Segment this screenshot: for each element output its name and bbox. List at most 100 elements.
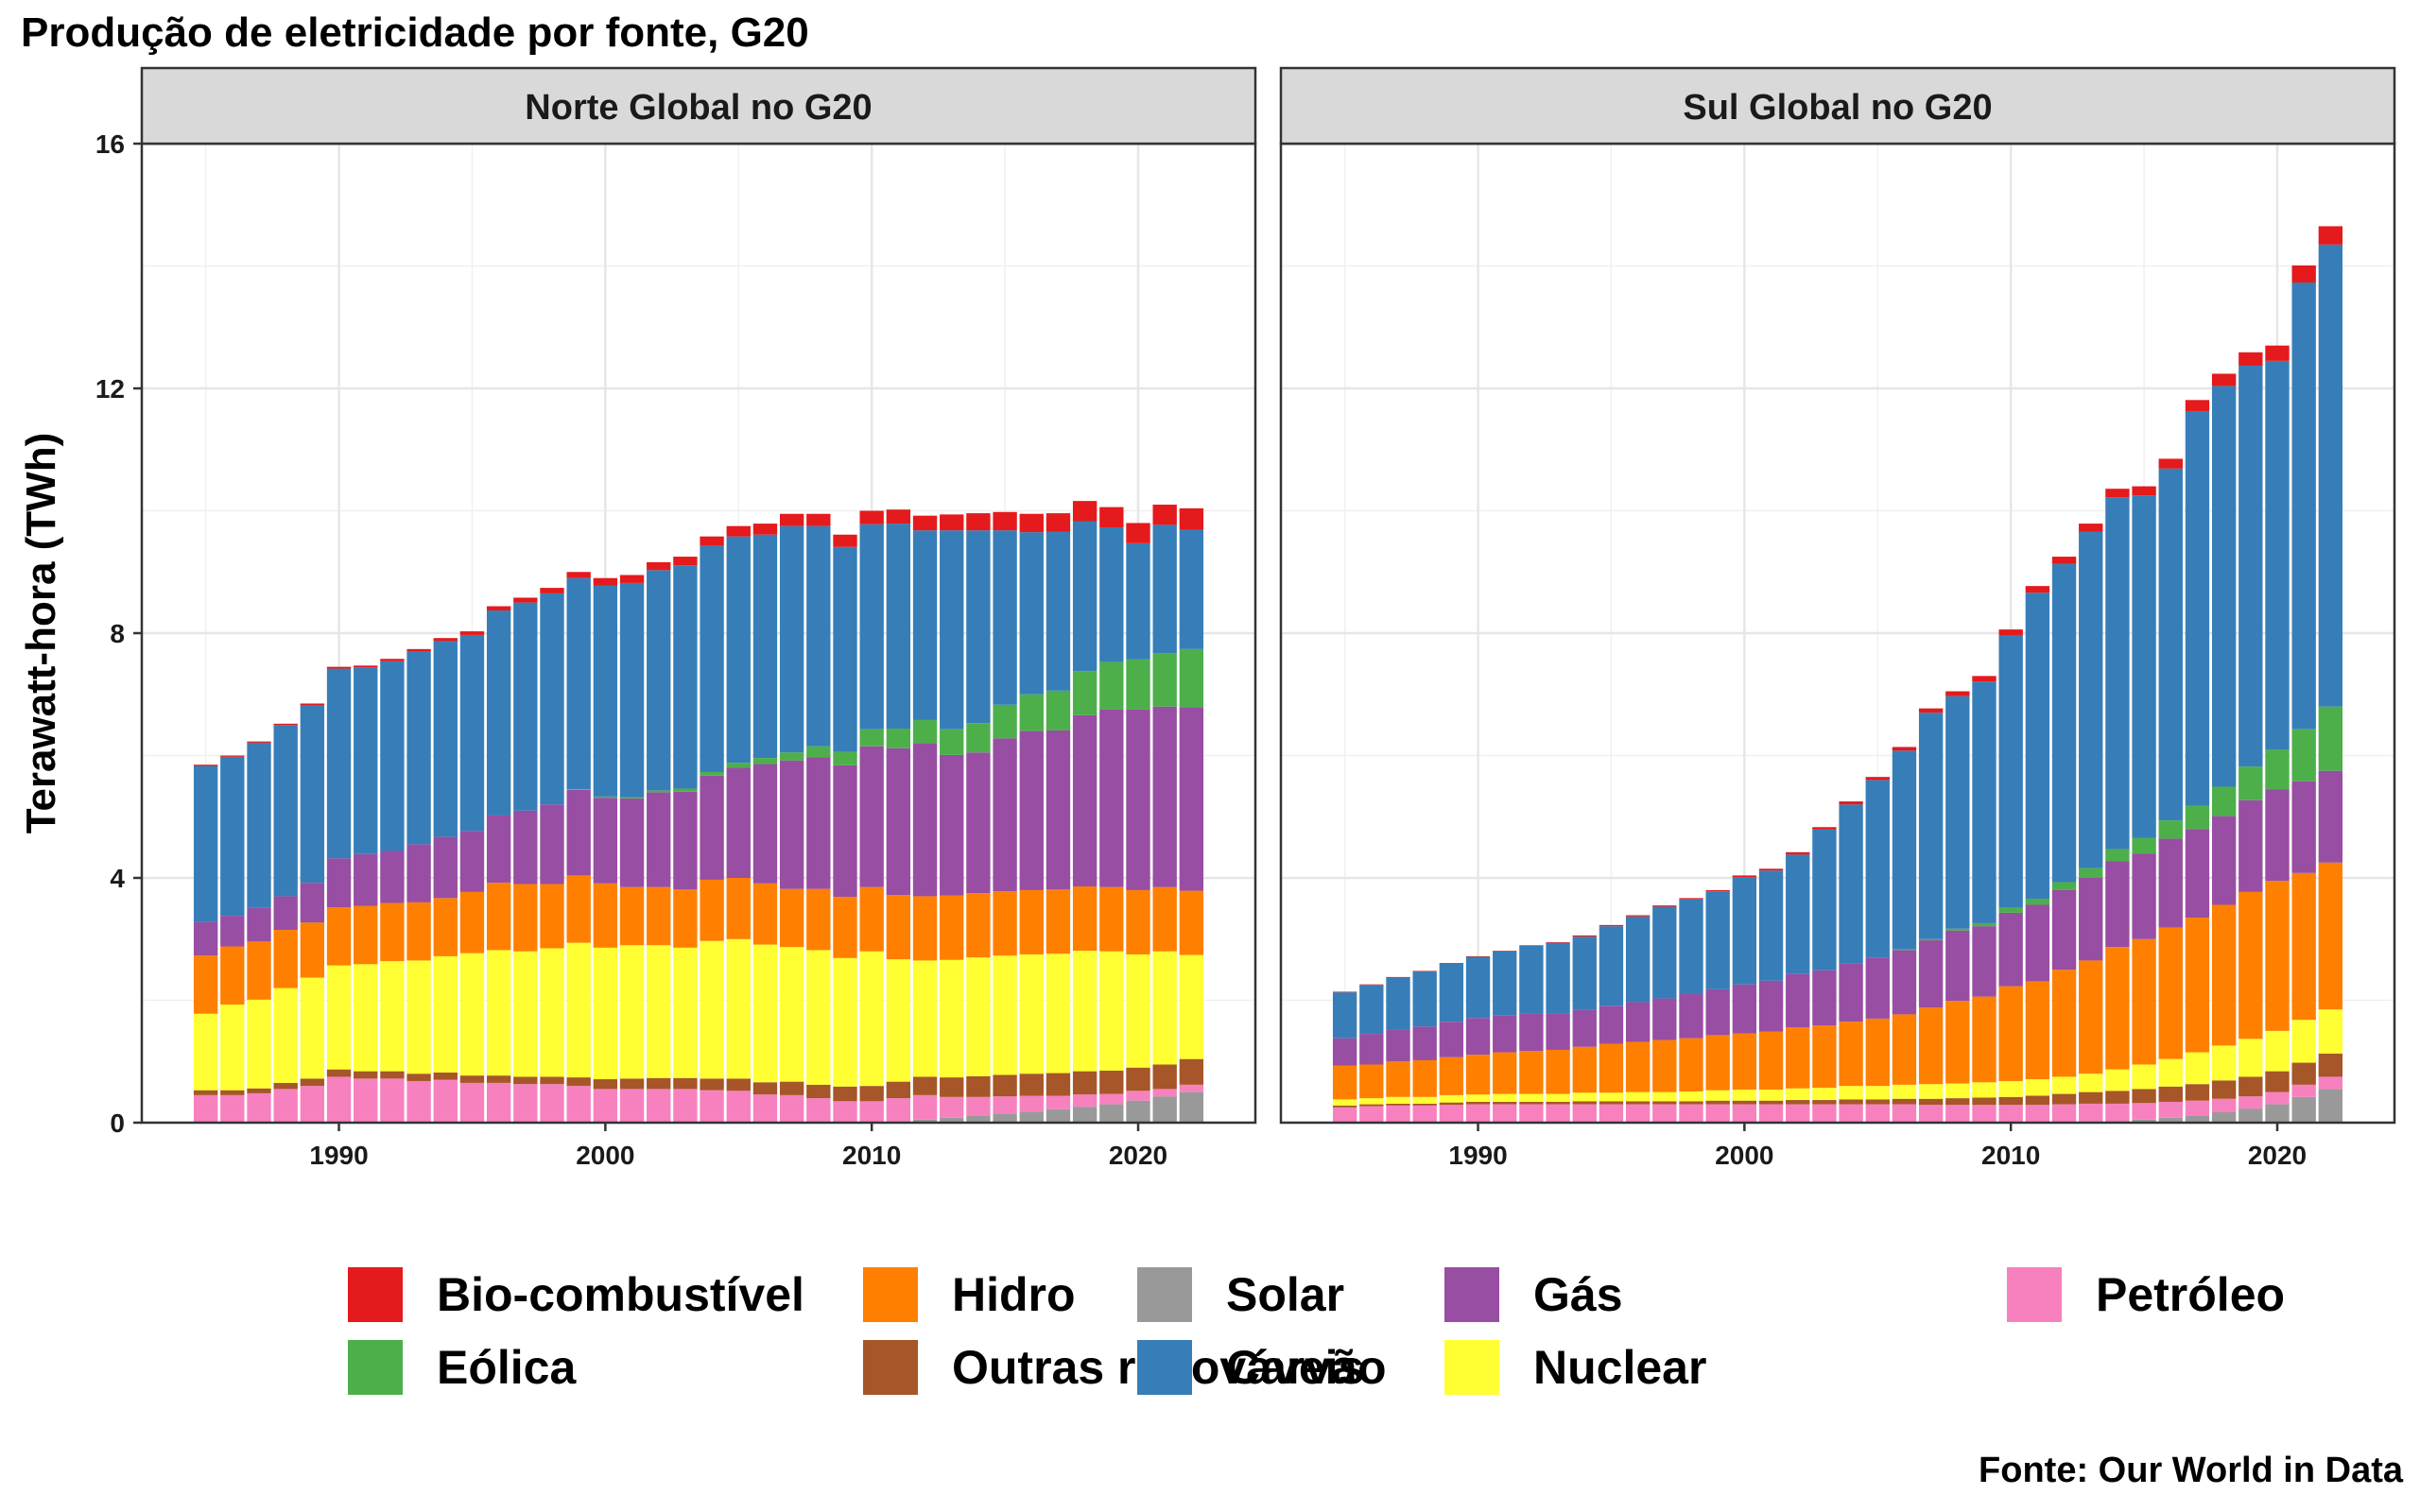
bar-petroleo-2015 [993, 1096, 1017, 1114]
bar-carvao-2003 [673, 565, 698, 789]
bar-nuclear-1997 [513, 951, 538, 1077]
bar-petroleo-2000 [593, 1089, 618, 1123]
bar-petroleo-2021 [1152, 1089, 1177, 1097]
bar-hidro-1986 [1359, 1064, 1384, 1099]
bar-gas-1989 [300, 883, 325, 923]
bar-nuclear-1995 [1599, 1092, 1624, 1102]
bar-nuclear-2007 [779, 947, 804, 1082]
bar-hidro-2006 [752, 883, 778, 945]
bar-eolica-2007 [779, 752, 804, 761]
bar-outras-2020 [2265, 1071, 2290, 1092]
bar-petroleo-2014 [2105, 1103, 2130, 1122]
facet-strip [1279, 66, 2396, 146]
bar-gas-2010 [859, 746, 884, 887]
bar-gas-1998 [1679, 994, 1703, 1039]
bar-hidro-2012 [912, 896, 938, 961]
bar-bio-2008 [1945, 691, 1970, 696]
bar-nuclear-1991 [1493, 1093, 1517, 1102]
bar-eolica-2015 [2132, 837, 2156, 854]
bar-gas-1991 [1493, 1015, 1517, 1053]
bar-carvao-2021 [1152, 524, 1177, 654]
bar-petroleo-1992 [380, 1078, 405, 1123]
bar-outras-2020 [1126, 1067, 1150, 1091]
y-tick-label: 4 [110, 864, 125, 893]
bar-eolica-2019 [2238, 766, 2263, 800]
bar-gas-2017 [2185, 829, 2210, 919]
bar-petroleo-1998 [1679, 1104, 1703, 1123]
bar-bio-2016 [1019, 513, 1044, 533]
bar-bio-1997 [1652, 905, 1677, 907]
bar-gas-2003 [673, 791, 698, 890]
bar-gas-2016 [1019, 730, 1044, 890]
bar-gas-2014 [966, 752, 991, 894]
bar-eolica-2015 [993, 704, 1017, 739]
bar-outras-1990 [1465, 1101, 1491, 1105]
bar-outras-2009 [833, 1086, 857, 1102]
bar-nuclear-2012 [2051, 1076, 2077, 1094]
bar-hidro-1997 [513, 884, 538, 952]
bar-hidro-1996 [1625, 1041, 1651, 1092]
bar-hidro-2002 [647, 886, 671, 946]
bar-hidro-1990 [326, 907, 352, 966]
bar-eolica-2017 [1046, 690, 1071, 730]
bar-outras-1993 [1546, 1101, 1570, 1105]
bar-bio-2018 [1072, 501, 1098, 522]
bar-petroleo-1999 [1705, 1104, 1730, 1123]
bar-hidro-1996 [486, 883, 511, 951]
bar-gas-2021 [1152, 706, 1177, 887]
bar-outras-2007 [779, 1081, 804, 1095]
bar-petroleo-1997 [1652, 1104, 1677, 1123]
bar-nuclear-1999 [1705, 1090, 1730, 1101]
bar-petroleo-2009 [1972, 1105, 1996, 1123]
bar-outras-2002 [647, 1077, 671, 1090]
bar-eolica-2013 [2079, 868, 2103, 878]
bar-nuclear-1987 [1386, 1096, 1410, 1104]
bar-gas-1985 [193, 921, 218, 956]
bar-bio-1989 [1439, 963, 1464, 964]
bar-outras-2006 [1892, 1098, 1917, 1105]
bar-petroleo-2019 [2238, 1096, 2263, 1109]
bar-eolica-2010 [1998, 907, 2023, 913]
legend-item-nuclear: Nuclear [1444, 1339, 1706, 1396]
bar-nuclear-2000 [593, 947, 618, 1080]
bar-petroleo-2004 [1839, 1104, 1863, 1123]
bar-bio-1995 [1599, 924, 1624, 927]
bar-petroleo-2013 [940, 1096, 964, 1118]
bar-nuclear-2012 [912, 960, 938, 1077]
bar-gas-2021 [2291, 781, 2316, 873]
bar-gas-1989 [1439, 1022, 1464, 1057]
bar-bio-2004 [700, 536, 724, 546]
facet-strip [140, 66, 1257, 146]
bar-bio-1986 [220, 755, 245, 757]
bar-bio-2020 [1126, 523, 1150, 543]
bar-bio-2012 [2051, 557, 2077, 564]
bar-petroleo-2020 [1126, 1091, 1150, 1101]
bar-bio-2001 [619, 575, 645, 583]
bar-hidro-1987 [1386, 1061, 1410, 1097]
panel-2: Sul Global no G20 1990 2000 2010 2020 [1279, 66, 2396, 1170]
bar-petroleo-2009 [833, 1101, 857, 1123]
bar-petroleo-1987 [247, 1092, 271, 1123]
bar-gas-2001 [1758, 980, 1784, 1032]
bar-bio-2005 [1865, 777, 1890, 781]
bar-bio-1997 [513, 597, 538, 603]
bar-outras-2008 [806, 1084, 831, 1099]
bar-outras-1992 [1519, 1101, 1544, 1105]
bar-hidro-1995 [459, 891, 485, 954]
bar-outras-1994 [433, 1072, 458, 1080]
bar-carvao-1992 [380, 661, 405, 851]
bar-nuclear-1989 [300, 977, 325, 1079]
bar-outras-1990 [326, 1069, 352, 1077]
bar-carvao-2015 [2132, 495, 2156, 838]
bar-petroleo-1994 [433, 1079, 458, 1123]
bar-carvao-2022 [2318, 244, 2343, 707]
bar-bio-2011 [2025, 586, 2050, 593]
bar-bio-2019 [1099, 507, 1124, 527]
bar-carvao-1990 [326, 668, 352, 859]
legend-swatch [1137, 1340, 1192, 1395]
bar-nuclear-2004 [700, 940, 724, 1079]
bar-petroleo-2016 [1019, 1095, 1044, 1112]
bar-gas-2007 [779, 760, 804, 889]
bar-bio-2018 [2211, 373, 2237, 387]
bar-solar-2022 [1179, 1091, 1204, 1123]
